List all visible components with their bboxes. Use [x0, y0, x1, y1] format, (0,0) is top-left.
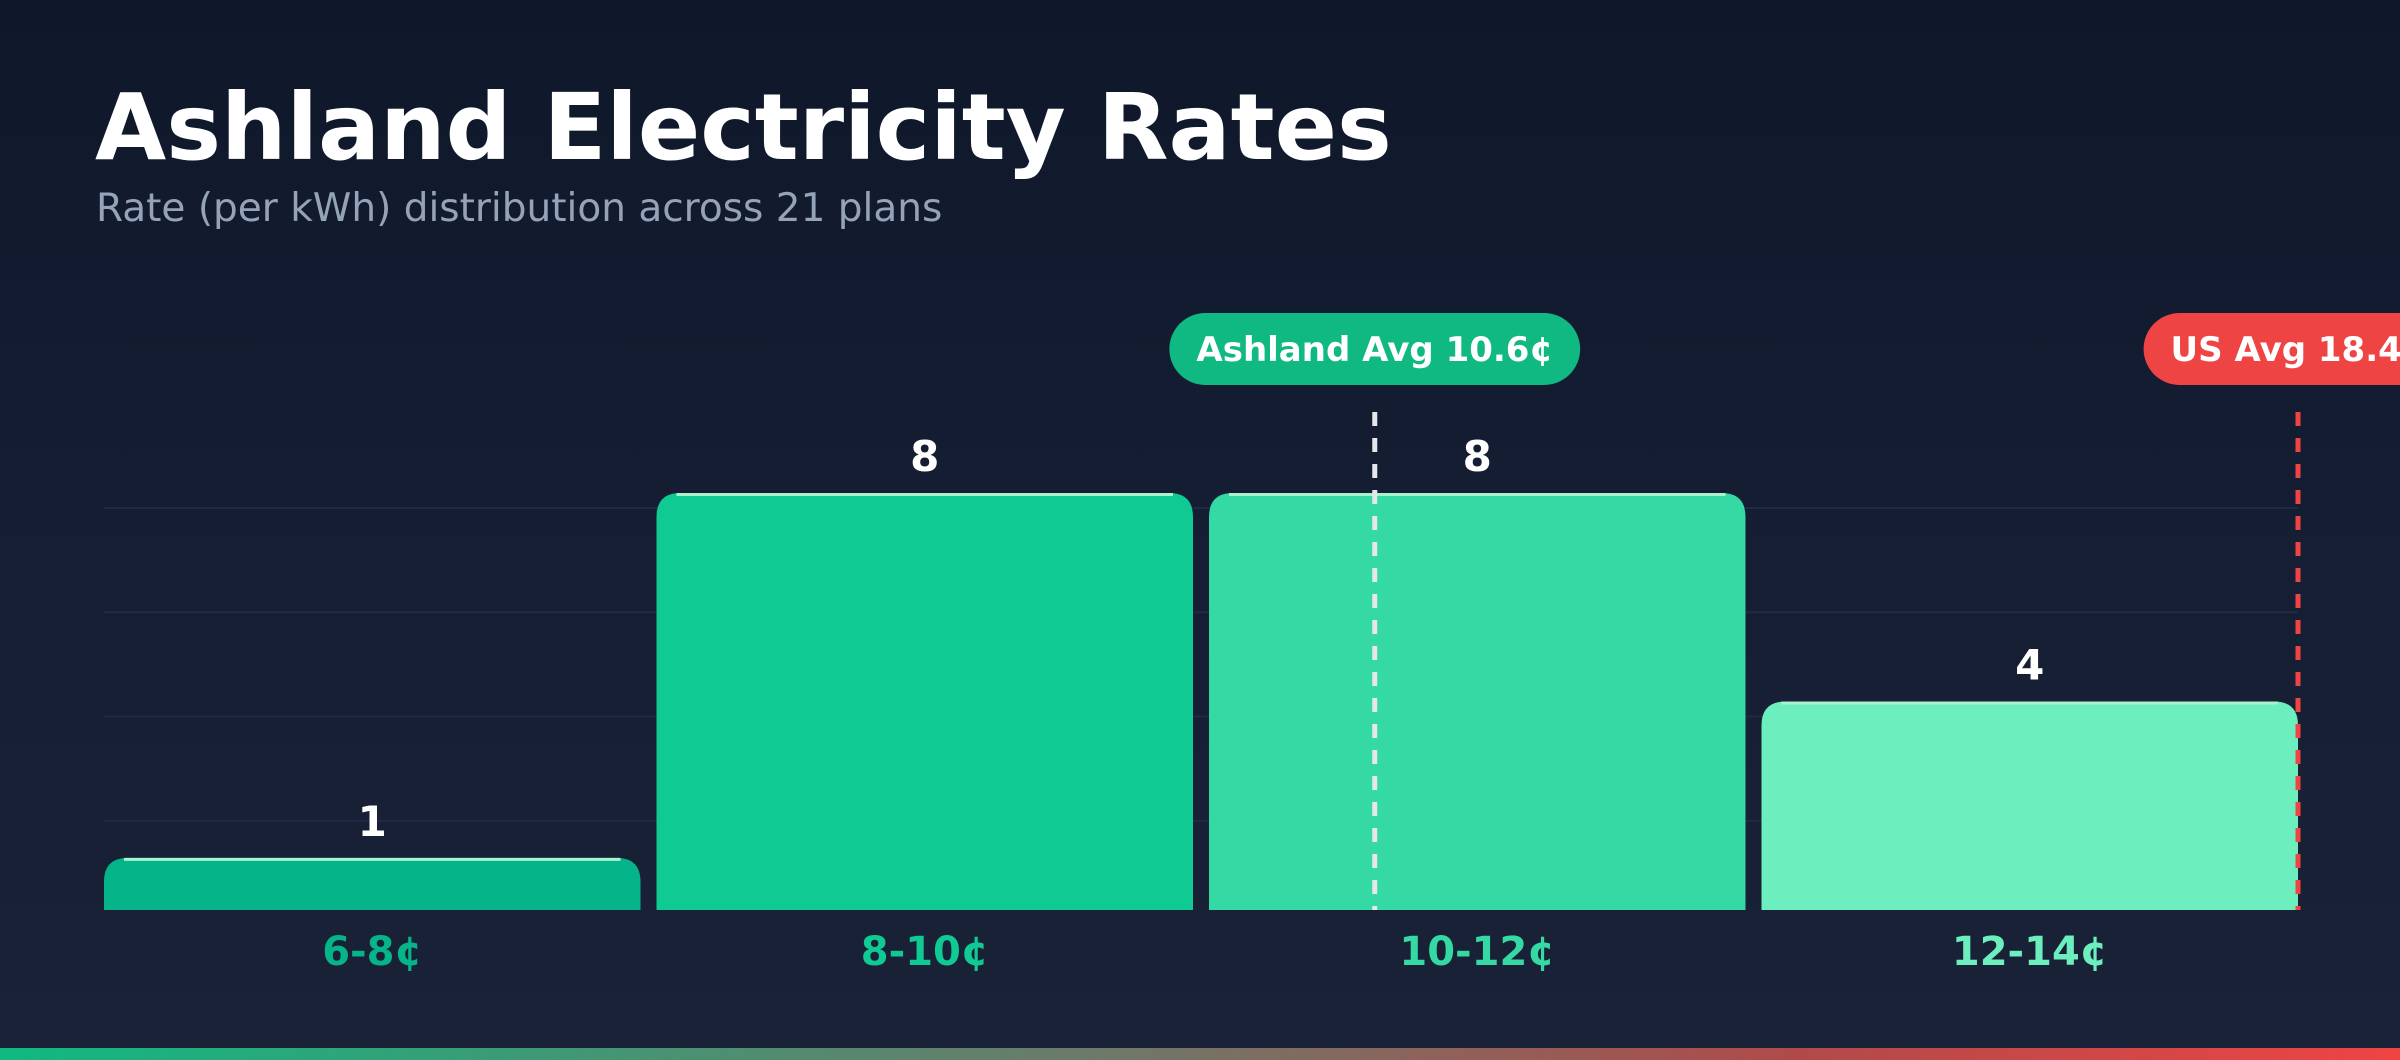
bar-value-label: 4	[2015, 641, 2044, 690]
category-label: 6-8¢	[322, 929, 422, 975]
bar-value-label: 8	[1463, 432, 1492, 481]
bar	[1209, 493, 1746, 910]
reference-label: Ashland Avg 10.6¢	[1196, 330, 1553, 370]
reference-pill	[2143, 313, 2400, 385]
reference-pill	[1169, 313, 1581, 385]
bar	[1761, 701, 2298, 910]
bar	[656, 493, 1193, 910]
category-label: 8-10¢	[861, 929, 989, 975]
bottom-accent-bar	[0, 1048, 2400, 1060]
reference-label: US Avg 18.4¢	[2171, 330, 2400, 370]
bar	[104, 857, 641, 910]
bar-value-label: 1	[358, 797, 387, 846]
bar-value-label: 8	[910, 432, 939, 481]
chart-title: Ashland Electricity Rates	[95, 74, 1392, 181]
category-label: 10-12¢	[1399, 929, 1555, 975]
category-label: 12-14¢	[1952, 929, 2108, 975]
chart-subtitle: Rate (per kWh) distribution across 21 pl…	[96, 186, 943, 231]
